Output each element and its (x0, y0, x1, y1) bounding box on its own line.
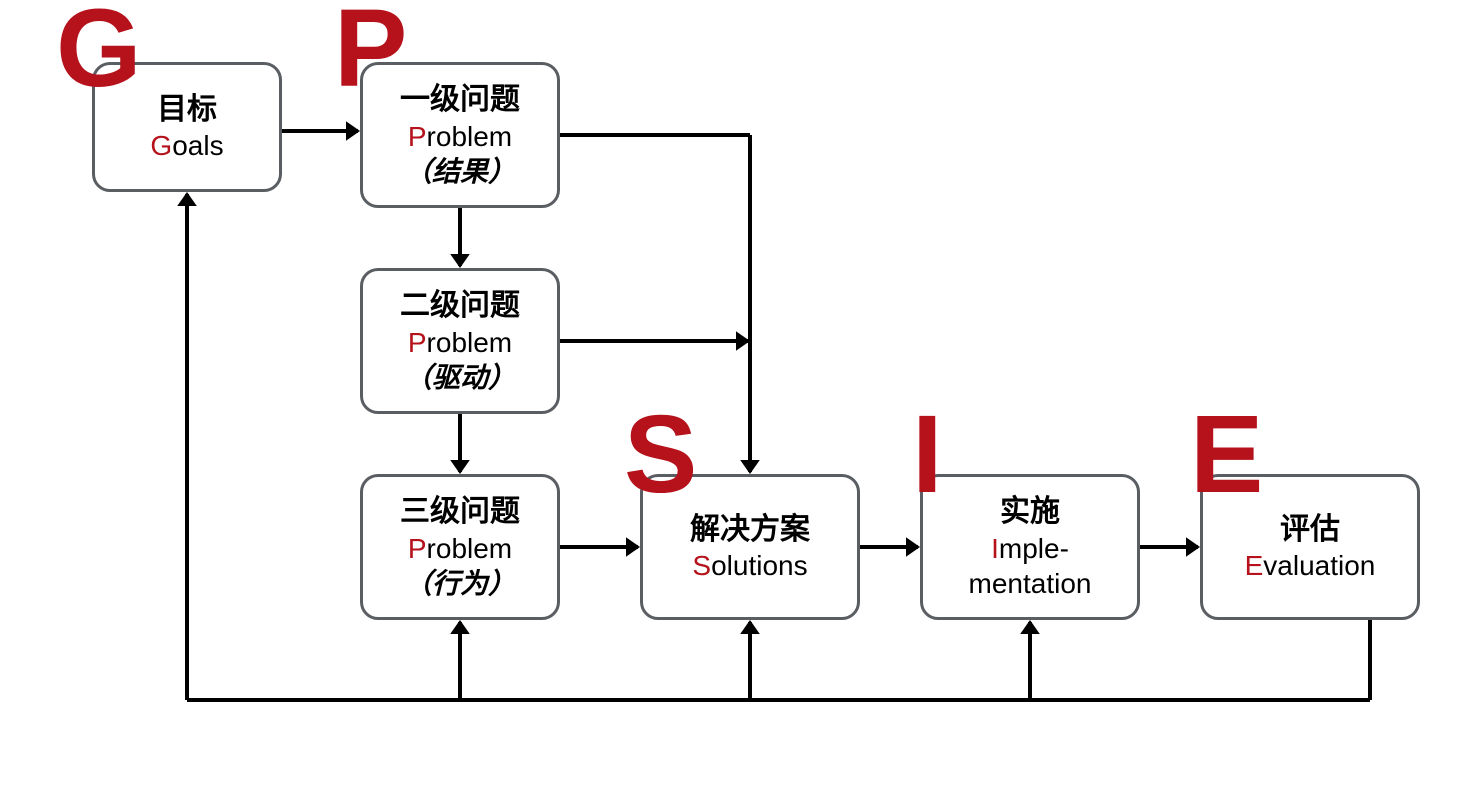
node-impl-title: 实施 (1000, 493, 1060, 531)
node-p3-cap: P (408, 533, 427, 564)
node-impl: 实施Imple-mentation (920, 474, 1140, 620)
node-impl-rest: mple- (999, 533, 1069, 564)
node-sol-subtitle: Solutions (692, 548, 807, 583)
node-impl-cap: I (991, 533, 999, 564)
node-p3-subtitle: Problem (408, 531, 512, 566)
node-p2-rest: roblem (427, 327, 513, 358)
node-goals-rest: oals (172, 130, 223, 161)
accent-letter-P: P (334, 6, 407, 92)
node-eval-rest: valuation (1263, 550, 1375, 581)
accent-letter-S: S (624, 412, 697, 498)
node-goals-subtitle: Goals (150, 128, 223, 163)
node-p3: 三级问题Problem（行为） (360, 474, 560, 620)
accent-letter-I: I (912, 412, 943, 498)
node-p2: 二级问题Problem（驱动） (360, 268, 560, 414)
node-p2-cap: P (408, 327, 427, 358)
node-sol-title: 解决方案 (690, 511, 810, 549)
node-eval-subtitle: Evaluation (1245, 548, 1376, 583)
node-p2-paren: （驱动） (404, 360, 516, 395)
node-eval-cap: E (1245, 550, 1264, 581)
node-p1-paren: （结果） (404, 154, 516, 189)
accent-letter-G: G (56, 6, 142, 92)
node-impl-subtitle: Imple- (991, 531, 1069, 566)
node-sol-cap: S (692, 550, 711, 581)
accent-letter-E: E (1190, 412, 1263, 498)
node-p1-rest: roblem (427, 121, 513, 152)
node-p1-subtitle: Problem (408, 119, 512, 154)
node-goals-cap: G (150, 130, 172, 161)
node-goals-title: 目标 (157, 91, 217, 129)
node-eval-title: 评估 (1280, 511, 1340, 549)
node-p2-title: 二级问题 (400, 287, 520, 325)
node-p3-rest: roblem (427, 533, 513, 564)
node-p1-title: 一级问题 (400, 81, 520, 119)
node-p3-title: 三级问题 (400, 493, 520, 531)
node-p2-subtitle: Problem (408, 325, 512, 360)
node-p1-cap: P (408, 121, 427, 152)
node-p3-paren: （行为） (404, 566, 516, 601)
node-impl-subtitle2: mentation (969, 566, 1092, 601)
node-sol-rest: olutions (711, 550, 808, 581)
diagram-stage: GPSIE目标Goals一级问题Problem（结果）二级问题Problem（驱… (0, 0, 1461, 802)
